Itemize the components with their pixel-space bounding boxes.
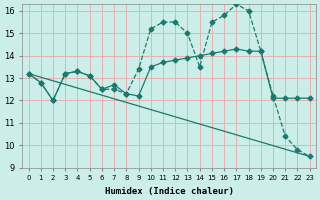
X-axis label: Humidex (Indice chaleur): Humidex (Indice chaleur)	[105, 187, 234, 196]
